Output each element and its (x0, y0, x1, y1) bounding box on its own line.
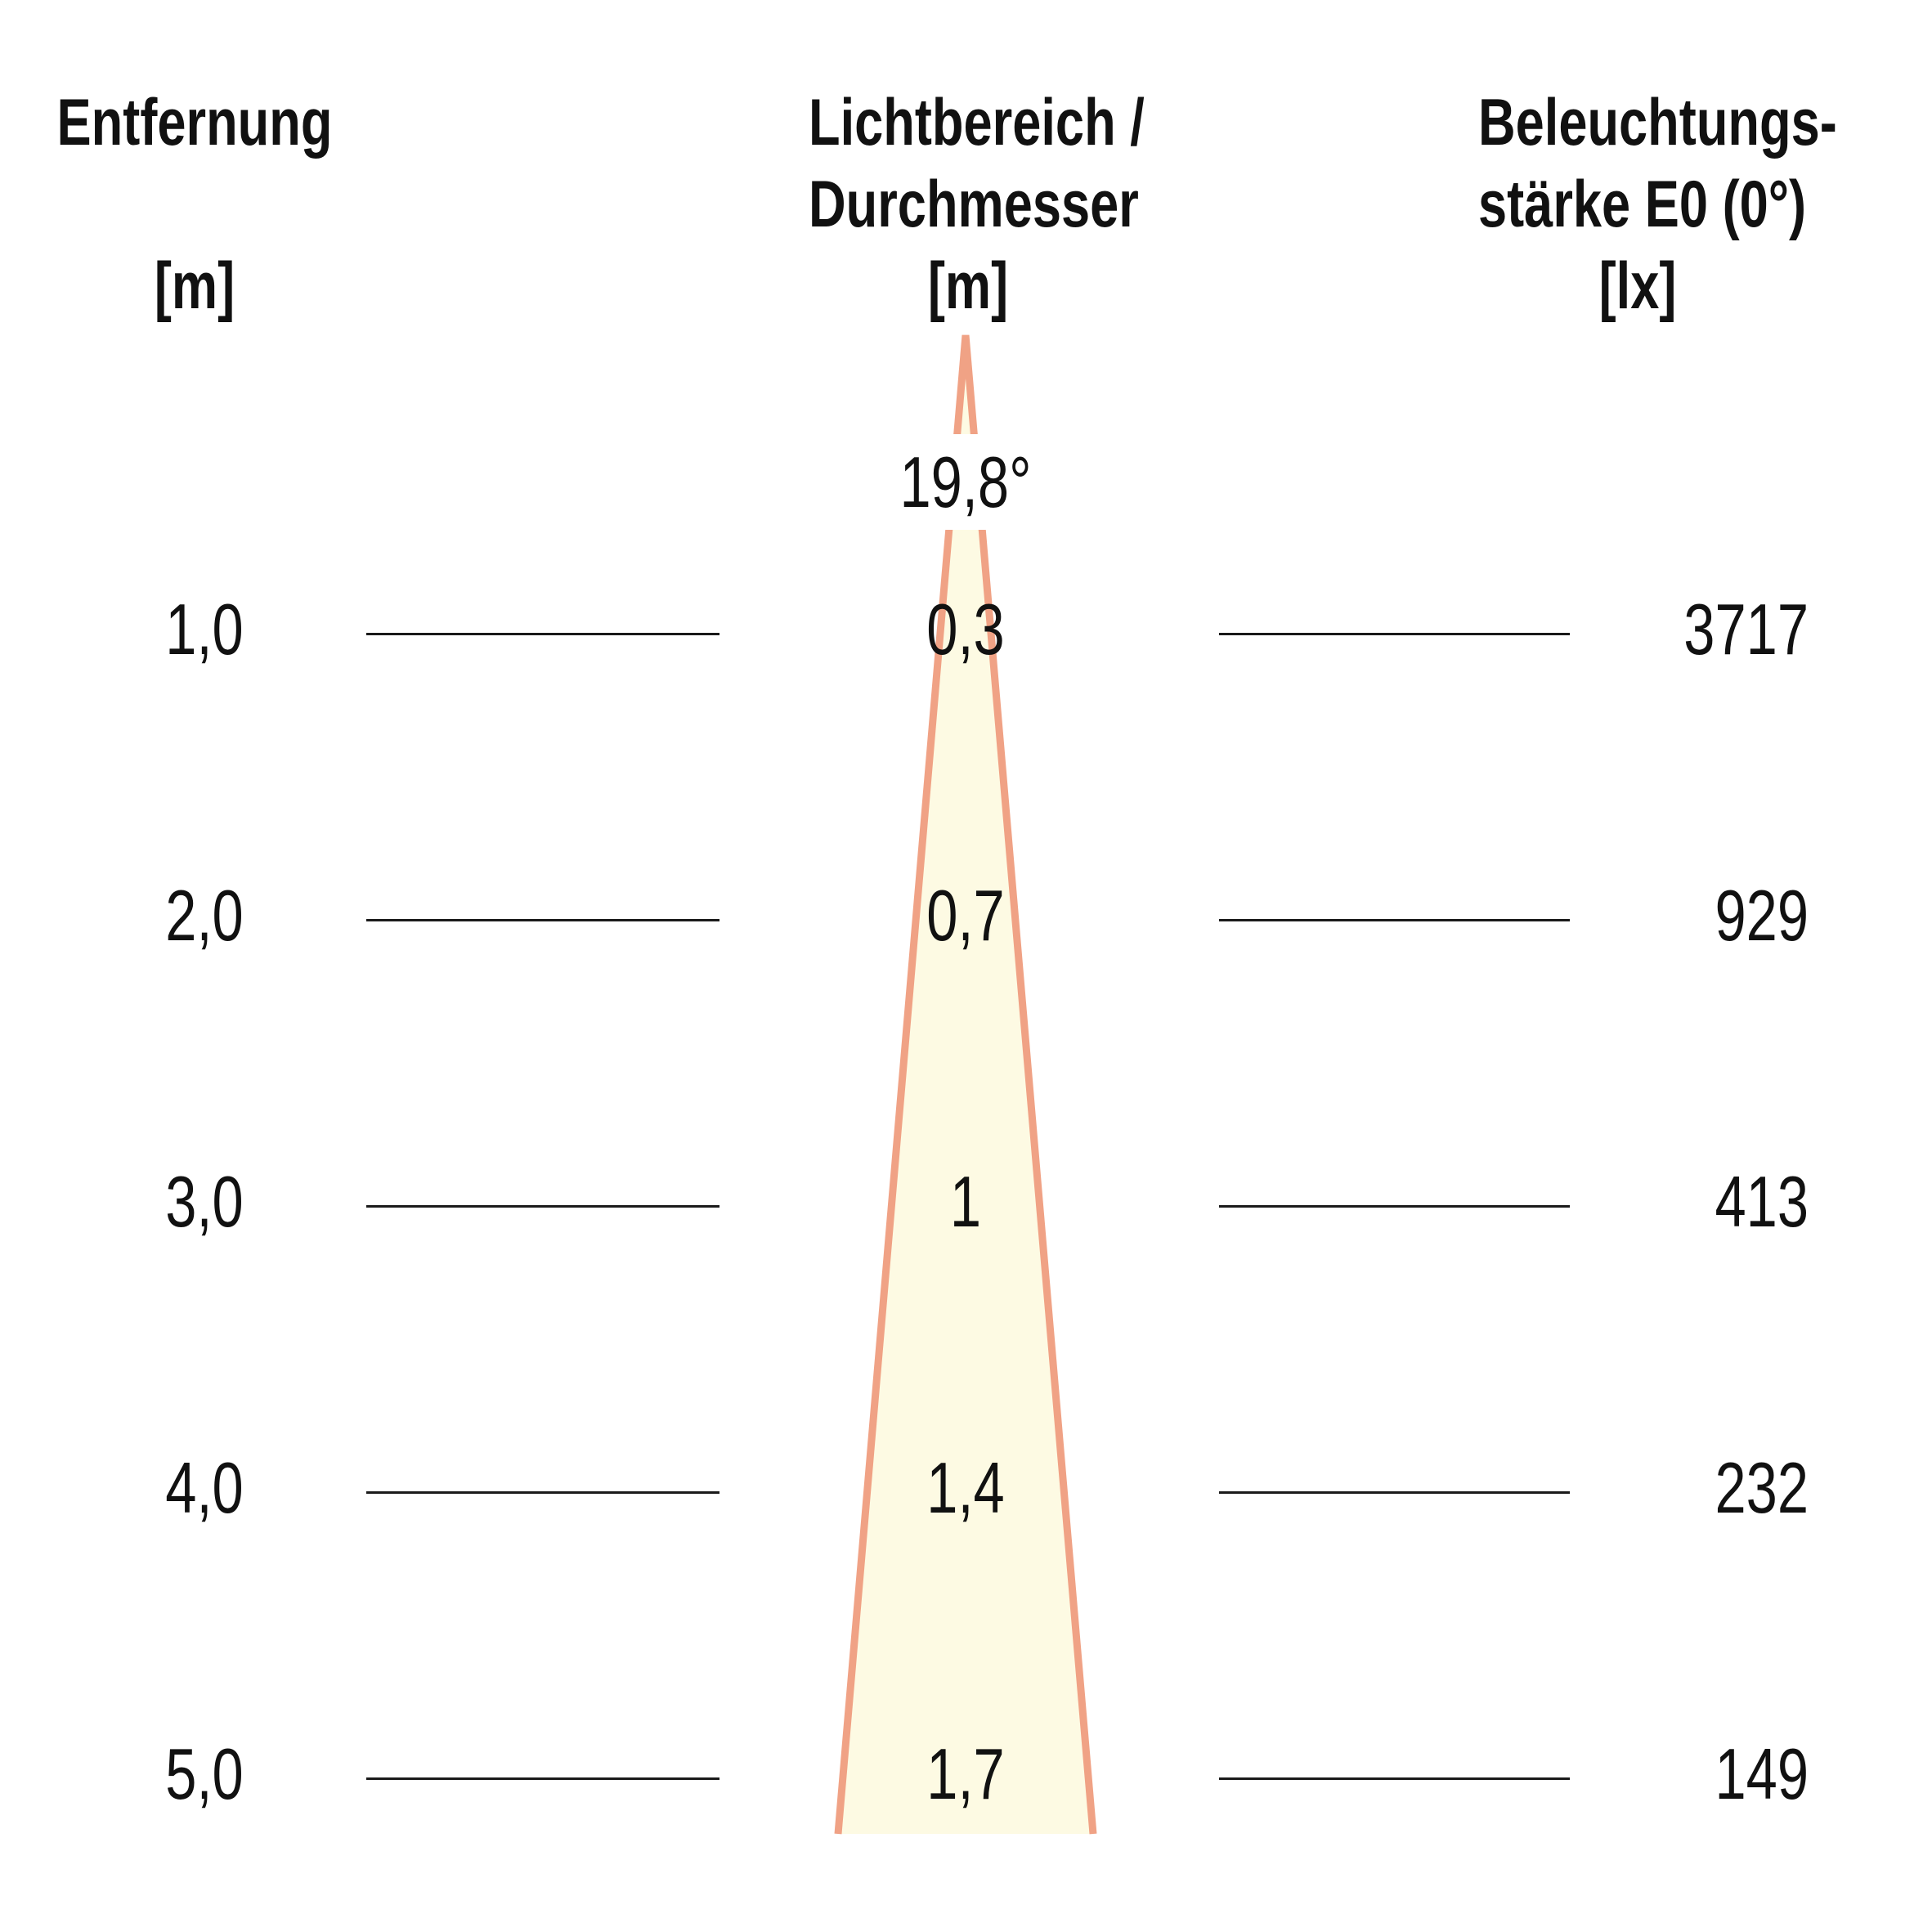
row-line-left (366, 1777, 719, 1780)
row-line-right (1219, 1491, 1570, 1494)
beam-angle-mask (912, 434, 1022, 530)
distance-value: 5,0 (165, 1733, 244, 1814)
distance-value: 4,0 (165, 1447, 244, 1528)
column-header-beam-line2: Durchmesser (809, 168, 1139, 241)
column-header-illuminance-line2: stärke E0 (0°) (1478, 168, 1807, 241)
diameter-value: 1,7 (926, 1733, 1005, 1814)
row-line-right (1219, 1205, 1570, 1208)
row-line-right (1219, 1777, 1570, 1780)
row-line-left (366, 1205, 719, 1208)
illuminance-value: 929 (1715, 875, 1809, 956)
illuminance-value: 232 (1715, 1447, 1809, 1528)
beam-angle-value: 19,8° (899, 442, 1032, 522)
diameter-value: 1 (949, 1161, 982, 1242)
illuminance-value: 149 (1715, 1733, 1809, 1814)
distance-value: 2,0 (165, 875, 244, 956)
column-header-distance: Entfernung (56, 86, 333, 159)
row-line-left (366, 633, 719, 635)
column-header-illuminance-line1: Beleuchtungs- (1478, 86, 1837, 159)
distance-value: 1,0 (165, 589, 244, 670)
diameter-value: 0,3 (926, 589, 1005, 670)
column-unit-beam: [m] (927, 249, 1009, 323)
row-line-left (366, 1491, 719, 1494)
light-cone-shape (834, 334, 1097, 1835)
distance-value: 3,0 (165, 1161, 244, 1242)
row-line-right (1219, 633, 1570, 635)
illuminance-value: 3717 (1683, 589, 1809, 670)
diameter-value: 1,4 (926, 1447, 1005, 1528)
column-unit-distance: [m] (154, 249, 235, 323)
row-line-right (1219, 919, 1570, 921)
column-unit-illuminance: [lx] (1598, 249, 1677, 323)
row-line-left (366, 919, 719, 921)
illuminance-value: 413 (1715, 1161, 1809, 1242)
column-header-beam-line1: Lichtbereich / (809, 86, 1145, 159)
diameter-value: 0,7 (926, 875, 1005, 956)
